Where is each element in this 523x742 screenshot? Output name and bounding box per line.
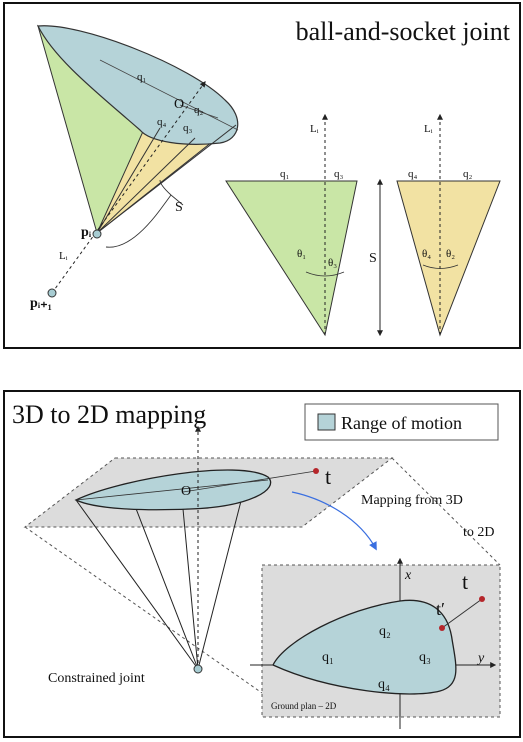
- yellow-triangle: [396, 180, 501, 337]
- label-theta1: θ₁: [297, 248, 306, 260]
- label-theta3: θ₃: [328, 257, 337, 269]
- mapping-arrow: [291, 491, 377, 551]
- q2-radius: [179, 104, 219, 119]
- label-theta4: θ₄: [422, 248, 431, 260]
- mapping-text-line2: to 2D: [463, 525, 495, 540]
- label-pi1: pᵢ₊₁: [30, 296, 52, 311]
- legend-swatch: [317, 413, 336, 431]
- prism-edge-left: [24, 526, 263, 694]
- label-li-green: Lᵢ: [310, 123, 319, 135]
- label-q3-3d: q₃: [183, 122, 193, 134]
- cone-edge-right: [96, 124, 237, 234]
- label-ground-plan: Ground plan – 2D: [271, 701, 337, 711]
- label-q1-2d: q₁: [322, 650, 334, 665]
- label-q4-2d: q₄: [408, 168, 418, 180]
- label-li-3d: Lᵢ: [59, 250, 68, 262]
- joint-point-pi: [92, 229, 102, 239]
- range-shape-2d: [272, 599, 457, 695]
- label-o-3d: O: [181, 484, 191, 499]
- label-constrained-joint: Constrained joint: [48, 671, 145, 686]
- label-x-axis: x: [404, 568, 412, 583]
- joint-cone: [37, 24, 239, 298]
- label-t-3d: t: [325, 464, 331, 489]
- label-q2-2d: q₂: [463, 168, 473, 180]
- mapping-panel: 3D to 2D mapping Range of motion O t Map…: [0, 389, 523, 742]
- q1-radius: [99, 59, 239, 131]
- projected-point-t-prime: [439, 625, 445, 631]
- line-t-prime-to-t: [441, 598, 483, 629]
- panel-title: ball-and-socket joint: [296, 17, 511, 46]
- label-li-yellow: Lᵢ: [424, 123, 433, 135]
- prism-edge-right: [391, 457, 501, 566]
- joint-point-pi1: [47, 288, 57, 298]
- label-q2-2d: q₂: [379, 624, 391, 639]
- label-q3-2d: q₃: [334, 168, 344, 180]
- s-brace: [105, 179, 184, 248]
- constrained-joint-point: [193, 664, 203, 674]
- label-y-axis: y: [476, 651, 485, 666]
- label-q1-3d: q₁: [137, 71, 147, 83]
- ball-socket-panel: ball-and-socket joint q₁ O q₂ q₄ q₃ S pᵢ…: [0, 0, 523, 352]
- cone-edge-mid: [96, 137, 196, 234]
- panel-title: 3D to 2D mapping: [12, 400, 206, 429]
- label-q4-3d: q₄: [157, 116, 167, 128]
- label-t-prime: t′: [436, 599, 445, 619]
- range-ellipse: [37, 25, 239, 145]
- label-q1-2d: q₁: [280, 168, 290, 180]
- ball-socket-diagram: ball-and-socket joint q₁ O q₂ q₄ q₃ S pᵢ…: [3, 2, 521, 349]
- legend-label: Range of motion: [341, 413, 462, 433]
- label-theta2: θ₂: [446, 248, 455, 260]
- label-q4-2d: q₄: [378, 677, 390, 692]
- cone-lines: [75, 499, 242, 670]
- yellow-section: [396, 113, 501, 337]
- angle-arc-green: [305, 271, 345, 277]
- target-point-t: [313, 468, 319, 474]
- label-s-2d: S: [369, 251, 377, 266]
- angle-arc-yellow: [422, 264, 459, 269]
- target-point-t-2d: [479, 596, 485, 602]
- green-section: [225, 113, 358, 337]
- label-t-2d: t: [462, 569, 468, 594]
- label-q3-2d: q₃: [419, 650, 431, 665]
- line-o-to-t: [182, 470, 317, 493]
- legend: Range of motion: [304, 403, 499, 441]
- legend-box: [304, 403, 499, 441]
- label-o-3d: O: [174, 97, 184, 112]
- axis-li-3d: [51, 81, 206, 294]
- green-triangle: [225, 180, 358, 337]
- mapping-text-line1: Mapping from 3D: [361, 493, 463, 508]
- label-q2-3d: q₂: [194, 104, 204, 116]
- cone-edge-inner: [96, 127, 161, 234]
- label-pi: pᵢ: [81, 225, 92, 240]
- label-s-3d: S: [175, 200, 183, 215]
- mapping-diagram: 3D to 2D mapping Range of motion O t Map…: [3, 390, 521, 738]
